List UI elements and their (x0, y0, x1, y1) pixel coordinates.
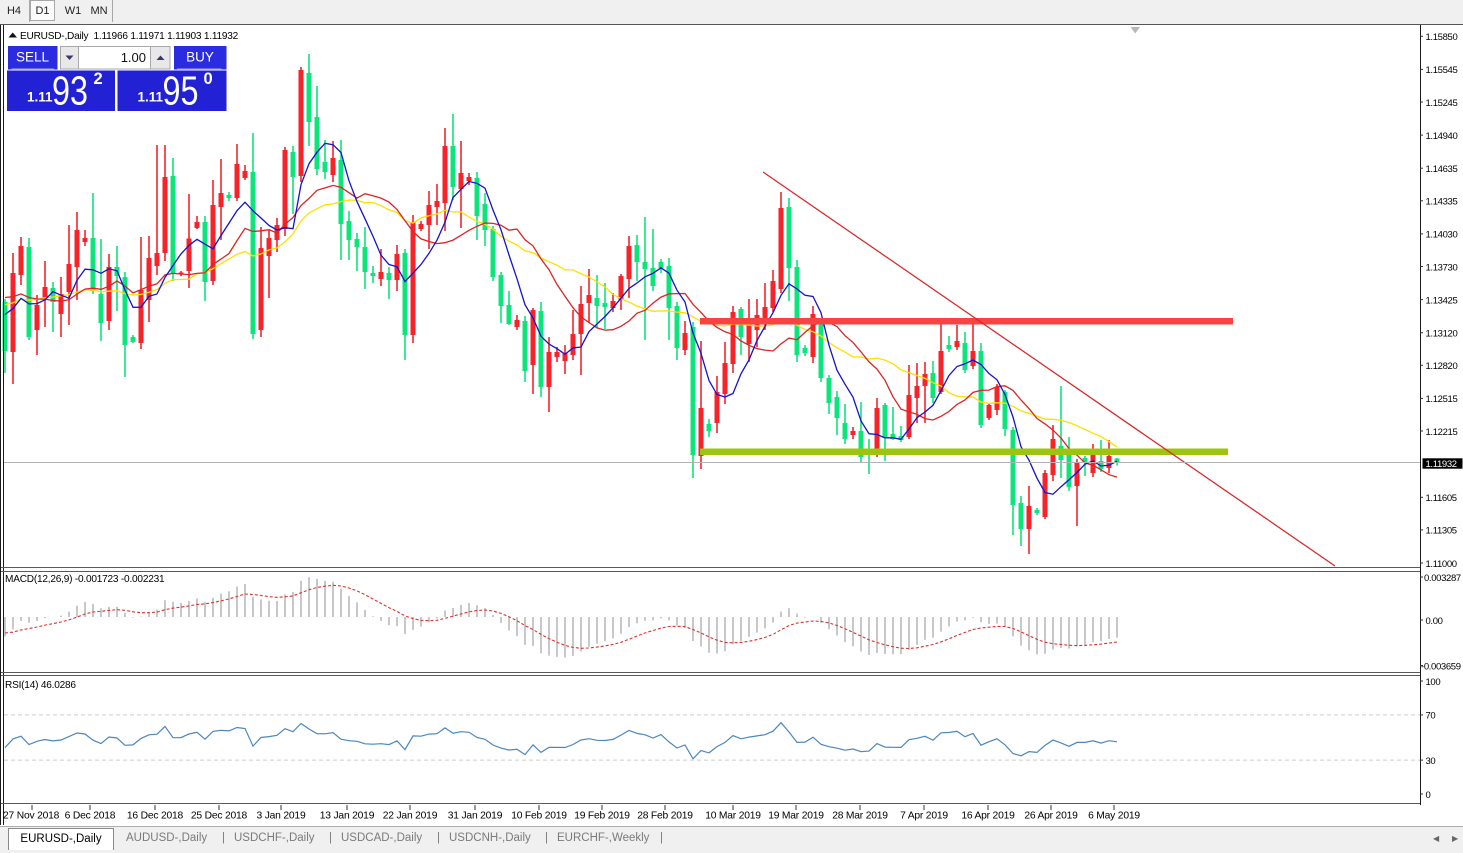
svg-text:1.14335: 1.14335 (1426, 197, 1458, 208)
svg-text:1.11605: 1.11605 (1426, 493, 1457, 504)
svg-text:28 Mar 2019: 28 Mar 2019 (832, 810, 888, 821)
svg-text:100: 100 (1426, 677, 1441, 688)
svg-text:0: 0 (204, 70, 213, 88)
svg-text:1.13120: 1.13120 (1426, 329, 1458, 340)
svg-text:1.15545: 1.15545 (1426, 65, 1458, 76)
svg-text:13 Jan 2019: 13 Jan 2019 (320, 810, 375, 821)
svg-text:1.12215: 1.12215 (1426, 427, 1458, 438)
svg-text:EURUSD-,Daily 1.11966 1.11971: EURUSD-,Daily 1.11966 1.11971 1.11903 1.… (20, 31, 239, 42)
svg-text:1.11: 1.11 (27, 90, 53, 105)
svg-text:30: 30 (1426, 756, 1436, 767)
svg-text:93: 93 (52, 68, 88, 114)
svg-text:1.12820: 1.12820 (1426, 361, 1458, 372)
svg-text:95: 95 (163, 68, 199, 114)
svg-text:19 Mar 2019: 19 Mar 2019 (768, 810, 824, 821)
svg-text:MACD(12,26,9) -0.001723 -0.002: MACD(12,26,9) -0.001723 -0.002231 (5, 574, 165, 585)
svg-text:2: 2 (94, 70, 103, 88)
svg-text:10 Feb 2019: 10 Feb 2019 (511, 810, 567, 821)
svg-text:28 Feb 2019: 28 Feb 2019 (637, 810, 693, 821)
svg-text:1.11932: 1.11932 (1426, 459, 1457, 470)
svg-text:1.00: 1.00 (121, 50, 146, 65)
svg-text:22 Jan 2019: 22 Jan 2019 (383, 810, 438, 821)
svg-text:10 Mar 2019: 10 Mar 2019 (705, 810, 761, 821)
svg-text:1.13730: 1.13730 (1426, 262, 1458, 273)
svg-text:0.003287: 0.003287 (1424, 573, 1461, 584)
svg-text:27 Nov 2018: 27 Nov 2018 (3, 810, 60, 821)
svg-text:16 Dec 2018: 16 Dec 2018 (127, 810, 184, 821)
svg-text:-0.003659: -0.003659 (1421, 661, 1461, 672)
svg-text:1.14940: 1.14940 (1426, 131, 1458, 142)
svg-text:SELL: SELL (16, 50, 50, 65)
svg-text:BUY: BUY (186, 50, 214, 65)
svg-text:1.11: 1.11 (138, 90, 164, 105)
svg-text:1.13425: 1.13425 (1426, 295, 1458, 306)
svg-text:31 Jan 2019: 31 Jan 2019 (448, 810, 503, 821)
svg-text:6 May 2019: 6 May 2019 (1088, 810, 1140, 821)
svg-text:1.14030: 1.14030 (1426, 230, 1458, 241)
svg-text:1.15850: 1.15850 (1426, 32, 1458, 43)
svg-text:25 Dec 2018: 25 Dec 2018 (191, 810, 248, 821)
svg-text:1.11000: 1.11000 (1426, 559, 1457, 570)
svg-text:0: 0 (1426, 790, 1431, 801)
svg-text:70: 70 (1426, 711, 1436, 722)
svg-text:3 Jan 2019: 3 Jan 2019 (257, 810, 306, 821)
svg-text:0.00: 0.00 (1426, 616, 1443, 627)
svg-text:26 Apr 2019: 26 Apr 2019 (1024, 810, 1078, 821)
svg-text:7 Apr 2019: 7 Apr 2019 (900, 810, 948, 821)
svg-text:6 Dec 2018: 6 Dec 2018 (65, 810, 116, 821)
svg-text:1.15245: 1.15245 (1426, 98, 1458, 109)
svg-text:1.11305: 1.11305 (1426, 526, 1457, 537)
svg-text:1.14635: 1.14635 (1426, 164, 1458, 175)
svg-text:RSI(14) 46.0286: RSI(14) 46.0286 (5, 680, 76, 691)
svg-text:16 Apr 2019: 16 Apr 2019 (961, 810, 1015, 821)
svg-text:19 Feb 2019: 19 Feb 2019 (574, 810, 630, 821)
svg-text:1.12515: 1.12515 (1426, 394, 1458, 405)
